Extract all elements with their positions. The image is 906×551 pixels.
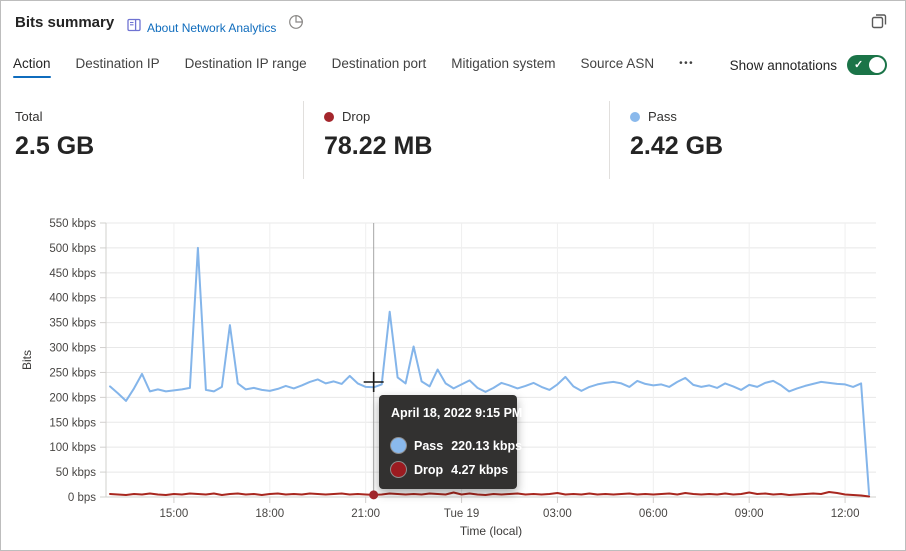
x-tick-label: 18:00 bbox=[255, 508, 284, 520]
y-tick-label: 250 kbps bbox=[49, 367, 96, 379]
show-annotations-toggle[interactable]: ✓ bbox=[847, 55, 887, 75]
tab-destination-ip-range[interactable]: Destination IP range bbox=[184, 56, 307, 71]
tab-destination-ip[interactable]: Destination IP bbox=[75, 56, 160, 71]
stat-total-label: Total bbox=[15, 109, 43, 124]
y-tick-label: 500 kbps bbox=[49, 243, 96, 255]
tooltip-pass-value: 220.13 kbps bbox=[451, 438, 523, 453]
chart-series-pass bbox=[109, 246, 871, 496]
y-tick-label: 0 bps bbox=[68, 492, 96, 504]
tooltip-datetime: April 18, 2022 9:15 PM bbox=[391, 406, 523, 420]
stat-total-value: 2.5 GB bbox=[15, 132, 95, 160]
y-tick-label: 450 kbps bbox=[49, 268, 96, 280]
x-axis-title: Time (local) bbox=[460, 524, 522, 538]
tooltip-drop-dot-icon bbox=[391, 462, 406, 477]
stat-pass-value: 2.42 GB bbox=[630, 132, 724, 160]
drop-dot-icon bbox=[324, 111, 334, 122]
drop-hover-marker bbox=[369, 490, 379, 500]
y-tick-label: 150 kbps bbox=[49, 417, 96, 429]
toggle-knob bbox=[869, 57, 885, 73]
tooltip-pass-dot-icon bbox=[391, 438, 406, 453]
y-tick-label: 400 kbps bbox=[49, 293, 96, 305]
stat-pass-label: Pass bbox=[648, 109, 677, 124]
tab-action[interactable]: Action bbox=[13, 56, 51, 78]
y-tick-label: 100 kbps bbox=[49, 442, 96, 454]
x-tick-label: 09:00 bbox=[735, 508, 764, 520]
tab-mitigation-system[interactable]: Mitigation system bbox=[451, 56, 556, 71]
x-tick-label: 12:00 bbox=[831, 508, 860, 520]
stat-pass: Pass 2.42 GB bbox=[609, 101, 905, 179]
page-title: Bits summary bbox=[15, 14, 115, 31]
y-tick-label: 50 kbps bbox=[56, 467, 97, 479]
summary-stats: Total 2.5 GB Drop 78.22 MB Pass 2.42 GB bbox=[1, 101, 905, 179]
x-tick-label: Tue 19 bbox=[444, 508, 479, 520]
restore-window-icon[interactable] bbox=[871, 13, 887, 34]
x-tick-label: 06:00 bbox=[639, 508, 668, 520]
stat-total: Total 2.5 GB bbox=[1, 101, 303, 179]
pass-dot-icon bbox=[630, 111, 640, 122]
tooltip-drop-value: 4.27 kbps bbox=[451, 462, 509, 477]
stat-drop-label: Drop bbox=[342, 109, 371, 124]
y-tick-label: 300 kbps bbox=[49, 343, 96, 355]
about-network-analytics-link[interactable]: About Network Analytics bbox=[127, 18, 276, 37]
tab-source-asn[interactable]: Source ASN bbox=[580, 56, 655, 71]
chart-series-drop bbox=[109, 491, 871, 498]
y-tick-label: 350 kbps bbox=[49, 318, 96, 330]
show-annotations-label: Show annotations bbox=[729, 57, 837, 73]
tab-destination-port[interactable]: Destination port bbox=[331, 56, 427, 71]
stat-drop: Drop 78.22 MB bbox=[303, 101, 609, 179]
y-tick-label: 550 kbps bbox=[49, 218, 96, 230]
tooltip-pass-label: Pass bbox=[414, 438, 444, 453]
chart-tooltip: April 18, 2022 9:15 PM Pass 220.13 kbps … bbox=[379, 395, 523, 489]
check-icon: ✓ bbox=[854, 59, 864, 71]
stat-drop-value: 78.22 MB bbox=[324, 132, 433, 160]
x-tick-label: 21:00 bbox=[351, 508, 380, 520]
more-tabs-button[interactable]: ••• bbox=[679, 58, 695, 69]
pivot-tabs: Action Destination IP Destination IP ran… bbox=[13, 56, 695, 78]
x-tick-label: 03:00 bbox=[543, 508, 572, 520]
y-axis-title: Bits bbox=[20, 350, 34, 370]
bits-time-series-chart[interactable]: 0 bps 50 kbps 100 kbps 150 kbps 200 kbps 250 … bbox=[1, 196, 906, 551]
tooltip-drop-label: Drop bbox=[414, 462, 444, 477]
book-icon bbox=[127, 18, 141, 37]
x-tick-label: 15:00 bbox=[160, 508, 189, 520]
time-pie-icon[interactable] bbox=[288, 14, 304, 35]
about-link-label[interactable]: About Network Analytics bbox=[147, 20, 277, 35]
y-tick-label: 200 kbps bbox=[49, 392, 96, 404]
